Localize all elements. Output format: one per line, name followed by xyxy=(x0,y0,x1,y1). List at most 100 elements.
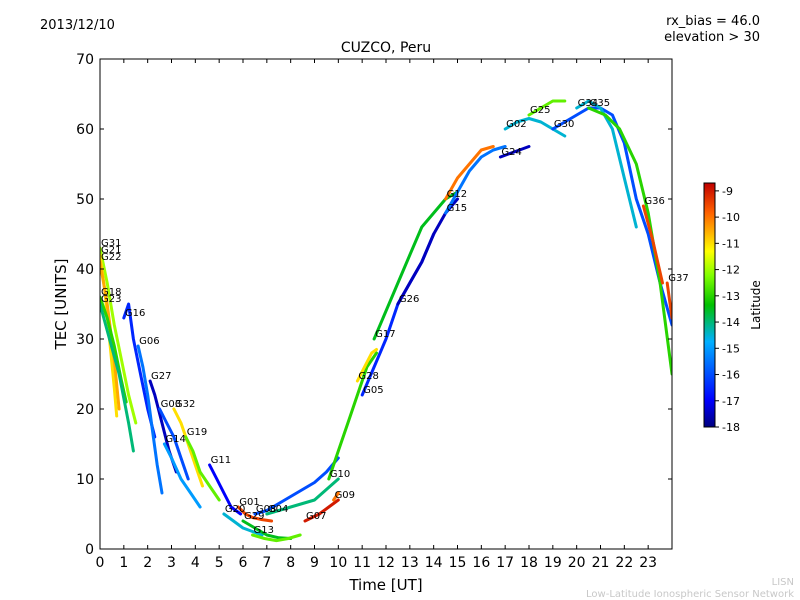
colorbar-tick-label: -9 xyxy=(722,185,733,198)
y-tick-label: 40 xyxy=(76,262,94,278)
x-tick-label: 11 xyxy=(353,555,371,571)
series-label-g28: G28 xyxy=(358,371,378,382)
series-line-g28 xyxy=(355,348,378,383)
series-line-g25 xyxy=(527,99,567,117)
y-tick-label: 10 xyxy=(76,472,94,488)
x-tick-label: 15 xyxy=(449,555,467,571)
series-line-g01 xyxy=(236,505,274,523)
series-line-g30 xyxy=(551,106,672,327)
x-tick-label: 18 xyxy=(520,555,538,571)
x-tick-label: 16 xyxy=(472,555,490,571)
y-tick-label: 30 xyxy=(76,332,94,348)
series-line-g07 xyxy=(303,498,340,523)
series-line-g06 xyxy=(136,344,164,495)
series-label-g01: G01 xyxy=(239,497,259,508)
series-label-g11: G11 xyxy=(211,455,231,466)
colorbar-tick-label: -16 xyxy=(722,369,740,382)
x-tick-label: 12 xyxy=(377,555,395,571)
series-label-g12: G12 xyxy=(447,189,467,200)
x-tick-label: 22 xyxy=(615,555,633,571)
y-tick-label: 0 xyxy=(85,542,94,558)
series-label-g30: G30 xyxy=(554,119,574,130)
series-line-g02 xyxy=(503,117,567,138)
series-line-g34 xyxy=(575,99,638,229)
x-tick-label: 14 xyxy=(425,555,443,571)
series-line-g17 xyxy=(372,190,459,341)
colorbar-tick-label: -11 xyxy=(722,237,740,250)
colorbar xyxy=(703,182,716,428)
series-line-g31 xyxy=(100,246,138,425)
colorbar-tick-label: -17 xyxy=(722,395,740,408)
x-tick-label: 13 xyxy=(401,555,419,571)
series-label-g24: G24 xyxy=(501,147,521,158)
x-tick-label: 2 xyxy=(143,555,152,571)
colorbar-label: Latitude xyxy=(749,280,763,329)
x-tick-label: 0 xyxy=(96,555,105,571)
series-label-g10: G10 xyxy=(330,469,350,480)
x-tick-label: 7 xyxy=(262,555,271,571)
date-label: 2013/12/10 xyxy=(40,18,115,33)
series-label-g04: G04 xyxy=(268,504,288,515)
series-label-g34: G34 xyxy=(578,98,598,109)
series-label-g18: G18 xyxy=(101,287,121,298)
colorbar-tick-label: -12 xyxy=(722,264,740,277)
y-tick-label: 60 xyxy=(76,122,94,138)
series-line-g19 xyxy=(184,435,221,502)
series-label-g13: G13 xyxy=(254,525,274,536)
series-label-g03: G03 xyxy=(161,399,181,410)
series-label-g21: G21 xyxy=(101,245,121,256)
series-label-g32: G32 xyxy=(175,399,195,410)
footer-lisn: LISN xyxy=(771,577,794,588)
x-tick-label: 6 xyxy=(239,555,248,571)
x-tick-label: 1 xyxy=(119,555,128,571)
colorbar-tick-label: -10 xyxy=(722,211,740,224)
x-tick-label: 4 xyxy=(191,555,200,571)
series-label-g06: G06 xyxy=(139,336,159,347)
series-label-g22: G22 xyxy=(101,252,121,263)
x-tick-label: 17 xyxy=(496,555,514,571)
chart-title: CUZCO, Peru xyxy=(341,40,431,56)
series-line-g36 xyxy=(641,204,664,285)
series-line-g14 xyxy=(162,442,202,509)
x-tick-label: 3 xyxy=(167,555,176,571)
footer-network: Low-Latitude Ionospheric Sensor Network xyxy=(586,589,794,600)
x-axis-label: Time [UT] xyxy=(348,576,422,594)
x-tick-label: 20 xyxy=(568,555,586,571)
y-tick-label: 20 xyxy=(76,402,94,418)
axes: 0 1 2 3 4 5 6 7 8 9 10 11 12 13 14 15 16 17 18 19 20 21 22 2301… xyxy=(76,52,672,571)
series-line-g20 xyxy=(222,512,264,537)
series-label-g25: G25 xyxy=(530,105,550,116)
series-line-g03 xyxy=(158,407,190,481)
series-line-g23 xyxy=(100,302,135,453)
series-line-g11 xyxy=(208,463,243,516)
series-label-g16: G16 xyxy=(125,308,145,319)
x-tick-label: 21 xyxy=(592,555,610,571)
elevation-label: elevation > 30 xyxy=(664,30,760,45)
x-tick-label: 9 xyxy=(310,555,319,571)
series-label-g08: G08 xyxy=(256,504,276,515)
series-line-g04 xyxy=(265,477,340,516)
series-line-g10 xyxy=(327,351,378,481)
colorbar-tick-label: -13 xyxy=(722,290,740,303)
y-axis-label: TEC [UNITS] xyxy=(52,259,70,351)
series-label-g07: G07 xyxy=(306,511,326,522)
series-label-g26: G26 xyxy=(399,294,419,305)
x-tick-label: 8 xyxy=(286,555,295,571)
series-label-g29: G29 xyxy=(244,511,264,522)
series-layer xyxy=(100,99,672,543)
rx-bias-label: rx_bias = 46.0 xyxy=(666,14,760,29)
series-label-g15: G15 xyxy=(447,203,467,214)
series-label-g20: G20 xyxy=(225,504,245,515)
x-tick-label: 5 xyxy=(215,555,224,571)
colorbar-tick-label: -18 xyxy=(722,421,740,434)
series-line-g24 xyxy=(498,145,531,159)
series-label-g37: G37 xyxy=(668,273,688,284)
series-label-g19: G19 xyxy=(187,427,207,438)
series-label-g35: G35 xyxy=(590,98,610,109)
series-line-g37 xyxy=(665,281,672,320)
colorbar-tick-label: -14 xyxy=(722,316,740,329)
series-line-g15 xyxy=(444,145,507,215)
y-tick-label: 70 xyxy=(76,52,94,68)
